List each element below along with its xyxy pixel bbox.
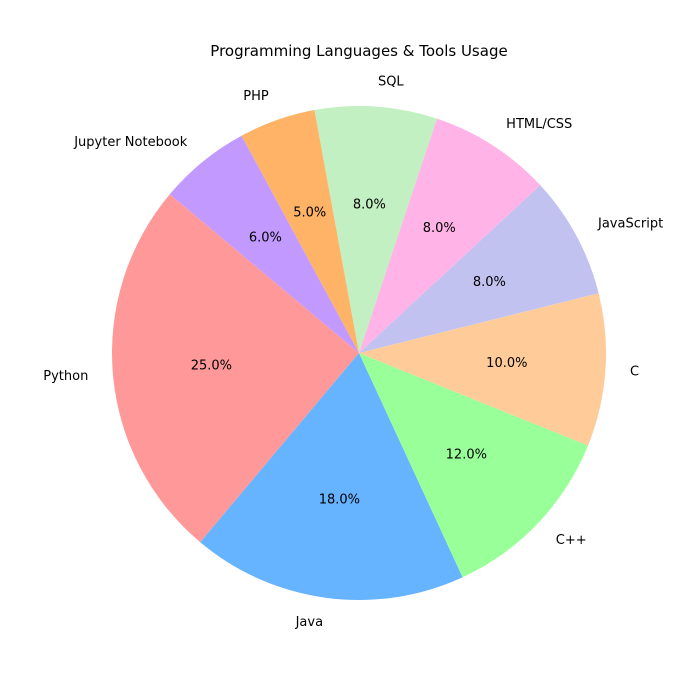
slice-percent-php: 5.0% — [293, 206, 326, 221]
slice-label-java: Java — [295, 615, 323, 630]
slice-percent-java: 18.0% — [319, 492, 360, 507]
pie-slice-c — [359, 293, 607, 446]
pie-slice-javascript — [359, 185, 599, 353]
slice-percent-sql: 8.0% — [353, 198, 386, 213]
slice-percent-python: 25.0% — [191, 358, 232, 373]
pie-slice-c — [359, 353, 589, 578]
slice-percent-c: 10.0% — [486, 356, 527, 371]
pie-slice-php — [241, 110, 359, 353]
slice-percent-javascript: 8.0% — [473, 275, 506, 290]
slice-label-sql: SQL — [378, 74, 404, 89]
pie-slice-python — [111, 194, 360, 543]
slice-label-c: C++ — [556, 533, 587, 548]
slice-label-c: C — [630, 364, 639, 379]
slice-label-python: Python — [43, 369, 88, 384]
pie-slices — [111, 106, 607, 600]
slice-label-php: PHP — [243, 89, 269, 104]
slice-percent-html-css: 8.0% — [423, 221, 456, 236]
chart-title: Programming Languages & Tools Usage — [210, 42, 507, 60]
pie-slice-jupyter-notebook — [169, 135, 359, 353]
pie-slice-java — [200, 353, 463, 600]
slice-percent-c: 12.0% — [446, 448, 487, 463]
slice-percent-jupyter-notebook: 6.0% — [249, 231, 282, 246]
pie-slice-html-css — [359, 118, 541, 353]
pie-labels: Python 25.0% Java 18.0% C++ 12.0% C 10.0% JavaSc… — [43, 74, 663, 629]
pie-slice-sql — [314, 106, 437, 353]
slice-label-jupyter-notebook: Jupyter Notebook — [73, 135, 188, 150]
slice-label-javascript: JavaScript — [597, 216, 663, 231]
slice-label-html-css: HTML/CSS — [506, 117, 572, 132]
